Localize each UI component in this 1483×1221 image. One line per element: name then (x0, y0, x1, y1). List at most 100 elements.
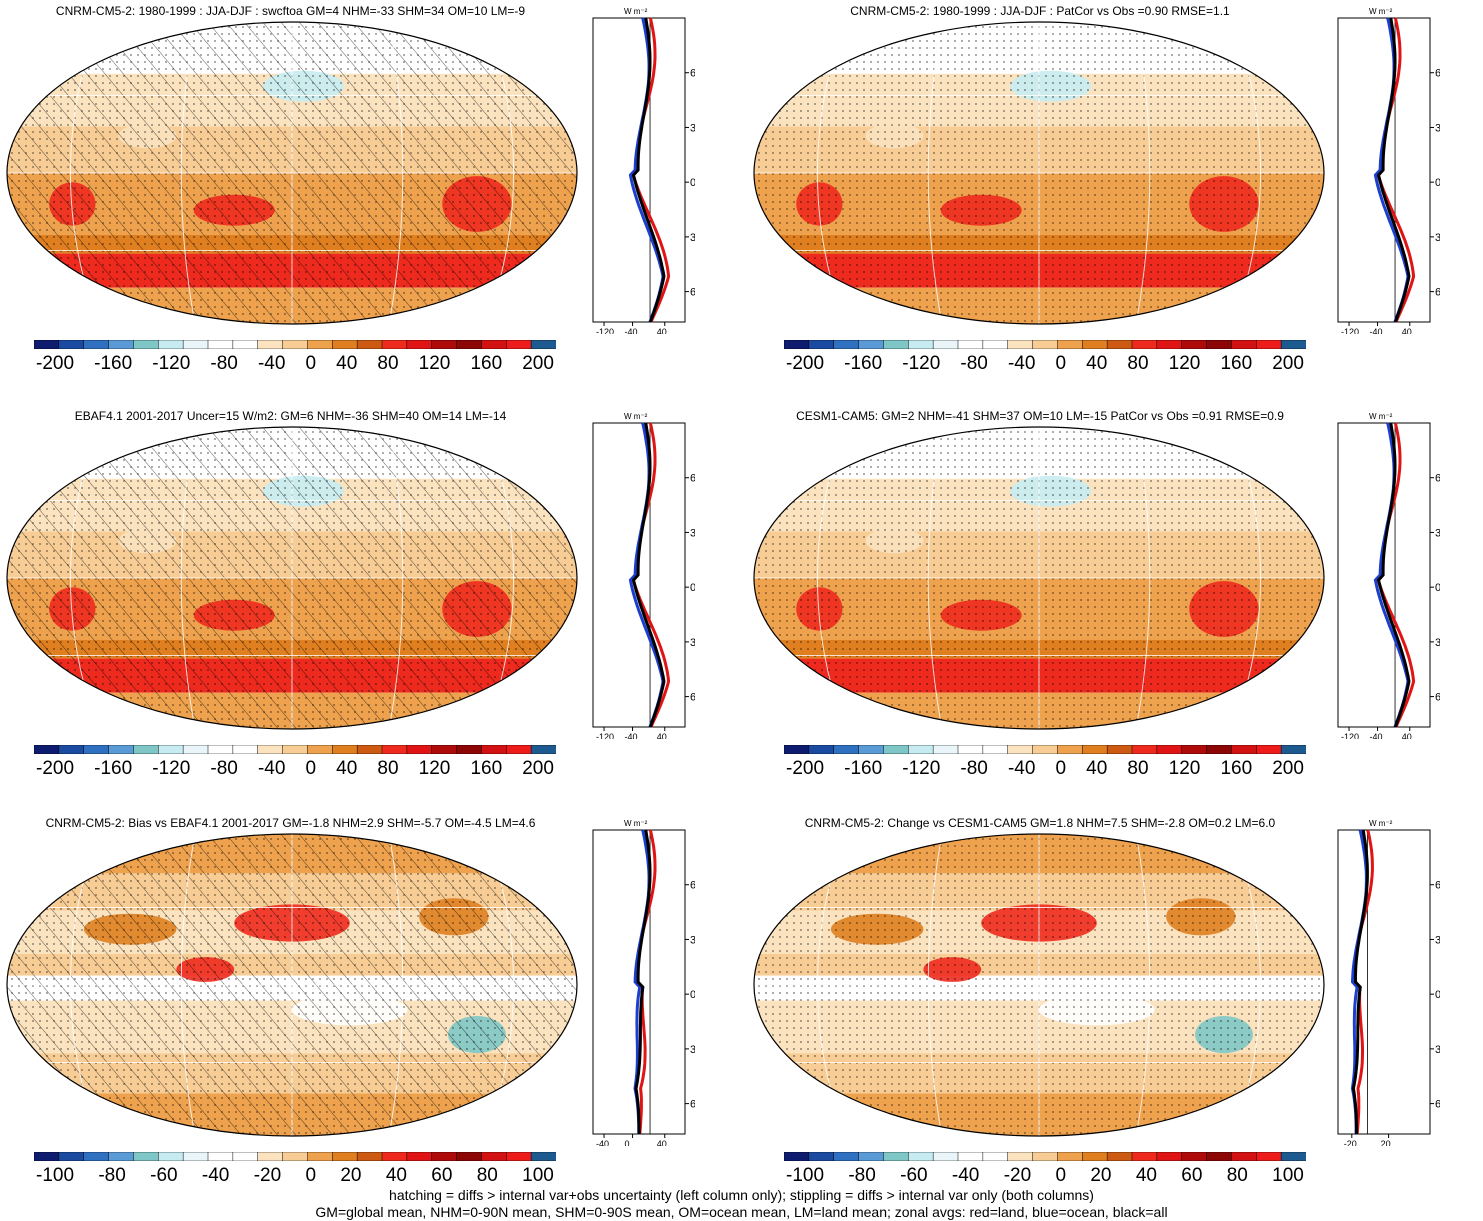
zonal-mean-plot: W m⁻² 60N 30N 0 30S 60S -20 20 (1337, 819, 1440, 1146)
colorbar-swatch (530, 745, 556, 754)
colorbar-swatch (83, 745, 110, 754)
colorbar-tick-label: 0 (305, 758, 317, 779)
colorbar-swatch (883, 340, 910, 349)
global-map (6, 21, 578, 325)
colorbar-swatch (1206, 745, 1233, 754)
colorbar-swatch (982, 340, 1009, 349)
colorbar-tick-label: -20 (1003, 1165, 1032, 1186)
colorbar-swatch (1106, 745, 1133, 754)
colorbar-swatch (381, 1152, 408, 1161)
colorbar-swatch (133, 1152, 160, 1161)
zonal-mean-plot: W m⁻² 60N 30N 0 30S 60S -40 0 40 (592, 819, 695, 1146)
colorbar (784, 340, 1306, 349)
colorbar-tick-label: 80 (377, 353, 399, 374)
colorbar-swatch (108, 745, 135, 754)
colorbar-swatch (1156, 1152, 1183, 1161)
lat-tick-label: 30S (690, 1044, 695, 1056)
colorbar-swatch (1231, 340, 1258, 349)
colorbar-tick-label: 60 (1181, 1165, 1203, 1186)
colorbar-swatch (1256, 745, 1282, 754)
colorbar-tick-label: -200 (786, 353, 825, 374)
colorbar-swatch (1206, 1152, 1233, 1161)
colorbar-swatch (784, 340, 810, 349)
colorbar-swatch (1131, 340, 1158, 349)
colorbar-tick-label: 160 (470, 758, 503, 779)
colorbar-swatch (858, 1152, 885, 1161)
colorbar-swatch (207, 1152, 234, 1161)
colorbar-tick-label: -200 (786, 758, 825, 779)
colorbar-swatch (307, 340, 334, 349)
colorbar-tick-label: 40 (1086, 353, 1108, 374)
colorbar-labels: -200 -160 -120 -80 -40 0 40 80 120 160 200 (786, 758, 1304, 780)
zonal-x-tick-label: 40 (657, 1139, 667, 1146)
lat-tick-label: 60N (690, 473, 695, 485)
colorbar-tick-label: -80 (960, 758, 988, 779)
zonal-ocean-curve (628, 422, 665, 728)
colorbar-swatch (957, 340, 984, 349)
colorbar-swatch (406, 340, 433, 349)
colorbar-swatch (83, 340, 110, 349)
colorbar-swatch (207, 745, 234, 754)
lat-tick-label: 60S (690, 692, 695, 704)
colorbar-swatch (1206, 340, 1233, 349)
colorbar-swatch (332, 340, 358, 349)
lat-tick-label: 60N (1435, 880, 1440, 892)
zonal-x-tick-label: -120 (596, 327, 614, 334)
colorbar-tick-label: 200 (522, 353, 554, 374)
colorbar-swatch (58, 745, 85, 754)
lat-tick-label: 60S (1435, 287, 1440, 299)
colorbar-swatch (1007, 340, 1034, 349)
colorbar-swatch (34, 745, 60, 754)
zonal-x-tick-label: -120 (1341, 732, 1359, 739)
colorbar-swatch (1032, 745, 1059, 754)
zonal-unit-label: W m⁻² (624, 7, 648, 16)
colorbar-swatch (784, 1152, 810, 1161)
zonal-unit-label: W m⁻² (1369, 819, 1393, 828)
colorbar-swatch (282, 340, 309, 349)
colorbar-swatch (808, 1152, 835, 1161)
colorbar-swatch (957, 745, 984, 754)
global-map (6, 833, 578, 1137)
global-map (753, 21, 1325, 325)
lat-tick-label: 60S (1435, 692, 1440, 704)
colorbar-swatch (833, 340, 860, 349)
global-map (753, 426, 1325, 730)
lat-tick-label: 0 (690, 582, 695, 594)
colorbar-swatch (406, 1152, 433, 1161)
zonal-x-tick-label: -120 (596, 732, 614, 739)
colorbar-tick-label: 200 (1272, 758, 1304, 779)
colorbar-tick-label: 120 (418, 758, 451, 779)
colorbar-tick-label: -80 (210, 353, 238, 374)
colorbar-swatch (34, 1152, 60, 1161)
lat-tick-label: 0 (690, 989, 695, 1001)
colorbar-swatch (1181, 745, 1208, 754)
panel-title: CNRM-CM5-2: 1980-1999 : JJA-DJF : PatCor… (850, 4, 1230, 18)
zonal-all-curve (1376, 17, 1411, 323)
colorbar-swatch (456, 340, 483, 349)
zonal-mean-plot: W m⁻² 60N 30N 0 30S 60S -120 -40 40 (1337, 7, 1440, 334)
colorbar-swatch (158, 745, 184, 754)
colorbar-tick-label: 20 (340, 1165, 362, 1186)
footer-note-1: hatching = diffs > internal var+obs unce… (389, 1187, 1094, 1203)
colorbar-tick-label: -40 (951, 1165, 980, 1186)
colorbar-tick-label: 0 (1055, 758, 1067, 779)
colorbar-swatch (883, 1152, 910, 1161)
colorbar-tick-label: -60 (900, 1165, 928, 1186)
colorbar-swatch (381, 745, 408, 754)
colorbar-swatch (1156, 745, 1183, 754)
zonal-x-tick-label: -120 (1341, 327, 1359, 334)
panel-title: CNRM-CM5-2: Bias vs EBAF4.1 2001-2017 GM… (45, 816, 536, 830)
colorbar-tick-label: -20 (253, 1165, 282, 1186)
colorbar-tick-label: 40 (1086, 758, 1108, 779)
lat-tick-label: 0 (1435, 177, 1440, 189)
panel-title: CNRM-CM5-2: Change vs CESM1-CAM5 GM=1.8 … (804, 816, 1276, 830)
zonal-x-tick-label: -40 (1370, 327, 1383, 334)
colorbar-tick-label: 80 (1226, 1165, 1248, 1186)
colorbar-swatch (932, 745, 959, 754)
colorbar-swatch (481, 1152, 508, 1161)
zonal-x-tick-label: 40 (1402, 327, 1412, 334)
colorbar-tick-label: 0 (1055, 1165, 1067, 1186)
zonal-x-tick-label: 0 (625, 1139, 630, 1146)
lat-tick-label: 0 (690, 177, 695, 189)
colorbar-swatch (182, 745, 209, 754)
